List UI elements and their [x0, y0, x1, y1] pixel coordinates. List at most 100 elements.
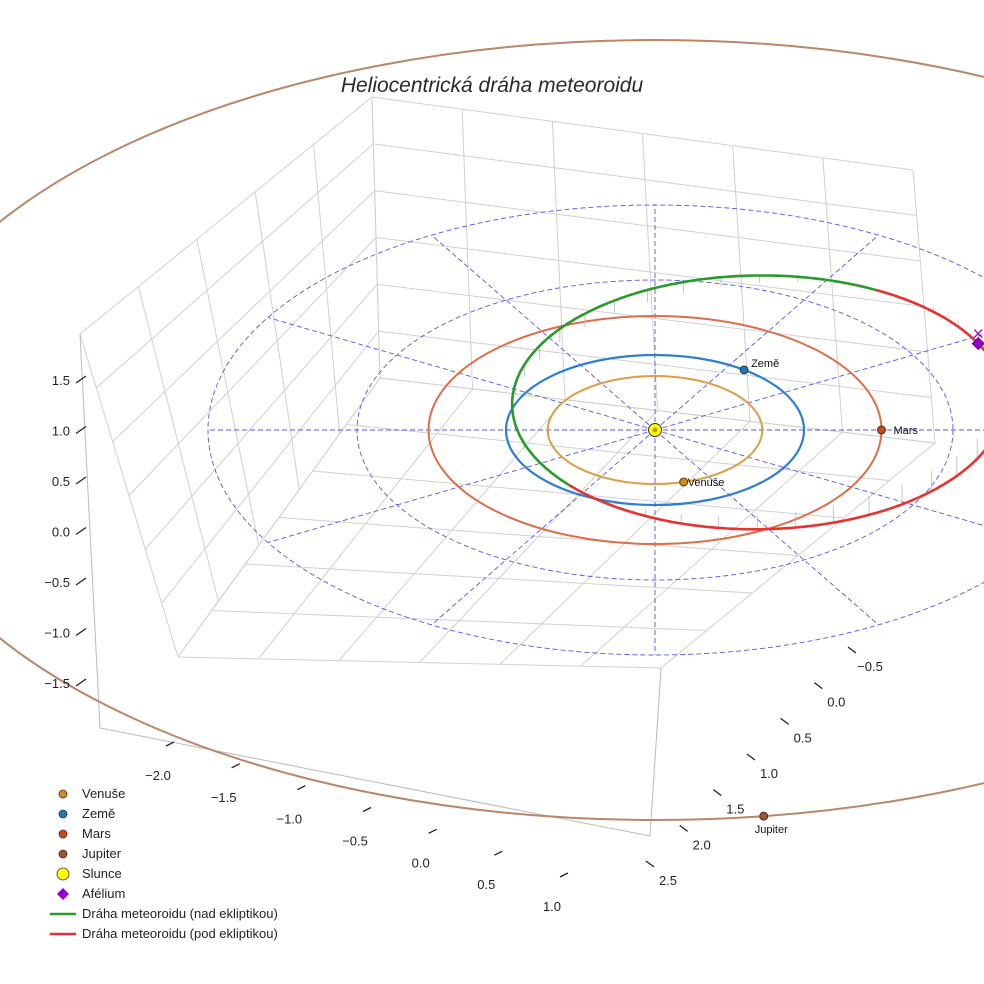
legend-circle-marker	[58, 849, 68, 859]
chart-title: Heliocentrická dráha meteoroidu	[340, 74, 644, 97]
planet-orbits	[0, 39, 984, 821]
grid-line	[377, 283, 928, 353]
axis-grid	[79, 96, 936, 837]
legend-swatch	[58, 849, 68, 859]
x-tick-label: −0.5	[342, 834, 368, 849]
x-tick	[231, 763, 240, 769]
legend-label: Venuše	[82, 786, 126, 801]
aphelion-projection	[973, 329, 983, 339]
y-tick	[645, 860, 655, 868]
aphelion-marker	[971, 329, 984, 351]
grid-line	[112, 190, 376, 443]
legend-swatch	[50, 932, 76, 936]
z-tick	[75, 526, 87, 536]
grid-line	[371, 96, 914, 171]
orbit-above-ecliptic	[537, 460, 570, 487]
ecliptic-spoke	[654, 333, 984, 431]
planet-label-země: Země	[751, 358, 779, 370]
x-tick	[362, 806, 372, 813]
legend-swatch	[58, 789, 68, 799]
orbit-venuše	[546, 375, 764, 485]
y-tick-label: 1.0	[760, 766, 778, 781]
planet-země	[739, 365, 749, 375]
z-tick-label: −1.0	[44, 626, 70, 641]
x-tick	[494, 850, 503, 856]
grid-line	[79, 96, 373, 335]
x-tick-label: −2.0	[145, 768, 171, 783]
y-tick-label: 2.5	[659, 873, 677, 888]
grid-line	[128, 237, 377, 496]
planet-mars	[877, 425, 886, 435]
y-tick	[780, 717, 790, 725]
z-tick	[75, 425, 87, 435]
grid-line	[375, 237, 925, 307]
legend-item: Dráha meteoroidu (nad ekliptikou)	[38, 904, 278, 924]
z-tick	[75, 375, 87, 384]
grid-line	[419, 410, 658, 663]
orbit-jupiter	[0, 39, 984, 821]
legend-label: Afélium	[82, 886, 126, 901]
legend-label: Dráha meteoroidu (nad ekliptikou)	[82, 906, 278, 921]
axis-edge	[649, 667, 662, 837]
legend-label: Jupiter	[82, 846, 122, 861]
legend-swatch	[50, 912, 76, 916]
grid-line	[374, 190, 921, 262]
legend-item: Země	[38, 804, 278, 824]
z-tick-label: 1.0	[52, 424, 70, 439]
grid-line	[660, 442, 936, 669]
y-tick-label: 0.0	[827, 695, 845, 710]
ecliptic-spoke	[654, 429, 879, 626]
y-tick-label: −0.5	[857, 659, 883, 674]
x-tick	[297, 785, 306, 791]
legend-item: Mars	[38, 824, 278, 844]
y-tick	[679, 824, 689, 832]
axis-ticks: 1.5 1.0 0.5 0.0 −0.5 −1.0 −1.5 −2.0 −1.5 −1.0 −0.5…	[44, 373, 883, 914]
y-tick	[746, 753, 756, 761]
legend-diamond-marker	[57, 888, 69, 900]
y-tick-label: 1.5	[726, 802, 744, 817]
y-tick-label: 0.5	[794, 730, 812, 745]
axis-edge	[79, 333, 101, 729]
legend-item: Slunce	[38, 864, 278, 884]
planet-venuše	[679, 477, 689, 487]
x-tick-label: −1.5	[211, 790, 237, 805]
sun-core	[652, 427, 658, 433]
z-tick-label: −1.5	[44, 676, 70, 691]
legend-label: Slunce	[82, 866, 122, 881]
orbit-below-ecliptic	[568, 288, 984, 531]
ecliptic-spoke	[654, 429, 984, 527]
planets: Země Venuše Mars Jupiter	[679, 358, 918, 836]
planet-label-venuše: Venuše	[688, 477, 725, 489]
legend-label: Dráha meteoroidu (pod ekliptikou)	[82, 926, 278, 941]
legend-item: Venuše	[38, 784, 278, 804]
planet-label-jupiter: Jupiter	[755, 824, 788, 836]
legend-item: Afélium	[38, 884, 278, 904]
legend-circle-marker	[56, 867, 70, 881]
aphelion-diamond	[971, 337, 984, 351]
grid-line	[373, 143, 917, 216]
grid-line	[580, 431, 843, 667]
z-tick	[75, 476, 87, 485]
z-tick-label: −0.5	[44, 575, 70, 590]
planet-label-mars: Mars	[893, 425, 918, 437]
orbit-above-ecliptic	[510, 274, 876, 463]
x-tick-label: 0.5	[477, 877, 495, 892]
z-tick	[75, 627, 87, 637]
legend: Venuše Země Mars Jupiter Slunce Afélium Dráha …	[38, 784, 278, 944]
legend-item: Jupiter	[38, 844, 278, 864]
x-tick	[559, 872, 569, 878]
x-tick-label: 0.0	[412, 855, 430, 870]
legend-circle-marker	[58, 809, 68, 819]
z-tick-label: 0.0	[52, 525, 70, 540]
x-tick	[165, 741, 175, 747]
ecliptic-spoke	[431, 429, 656, 626]
y-tick-label: 2.0	[693, 837, 711, 852]
legend-item: Dráha meteoroidu (pod ekliptikou)	[38, 924, 278, 944]
y-tick	[712, 789, 722, 797]
y-tick	[847, 646, 857, 654]
x-tick	[428, 828, 437, 834]
grid-line	[96, 143, 374, 389]
legend-swatch	[56, 867, 70, 881]
x-tick-label: 1.0	[543, 899, 561, 914]
